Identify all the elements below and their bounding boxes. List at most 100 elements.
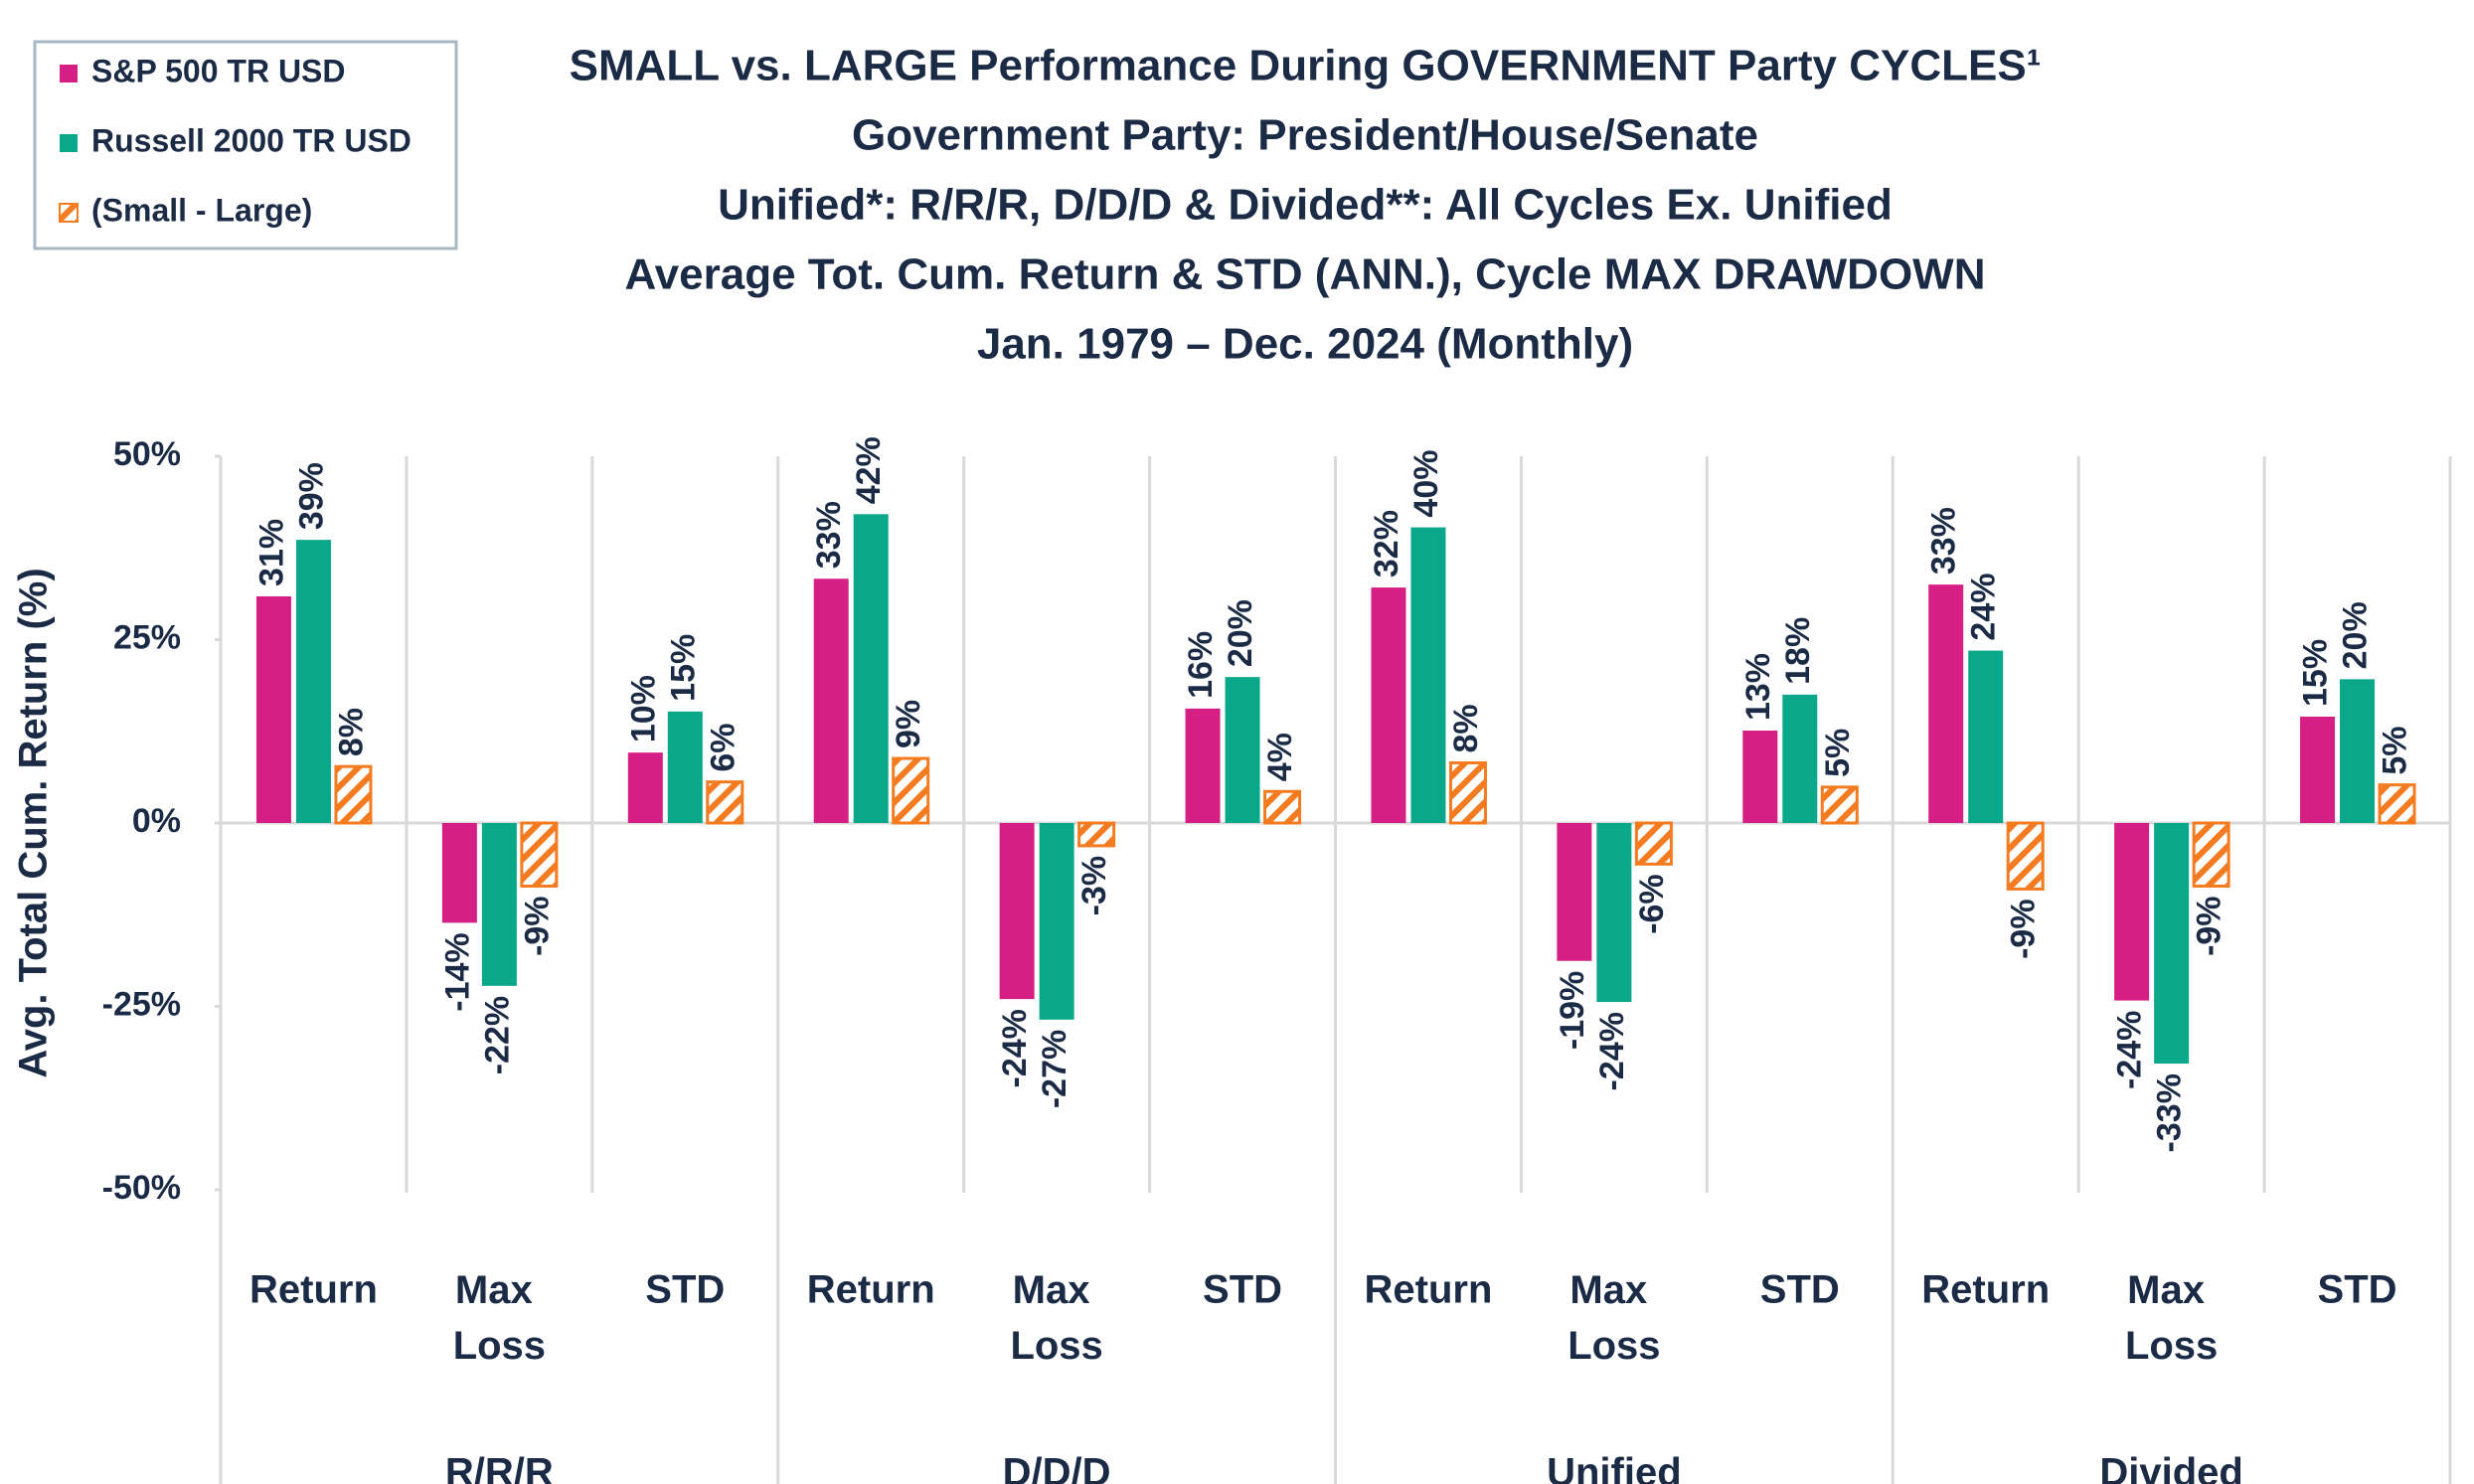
data-label: 15% [2297, 639, 2335, 707]
data-label: 6% [704, 724, 742, 772]
y-tick-label: -25% [102, 985, 181, 1023]
bar [2300, 716, 2336, 823]
data-label: -24% [996, 1009, 1034, 1087]
x-tick-label: Return [249, 1268, 378, 1312]
data-label: -9% [518, 896, 556, 955]
bar [1448, 760, 1487, 825]
y-tick-label: 25% [113, 618, 181, 656]
bar [1410, 527, 1446, 823]
data-label: -9% [2191, 896, 2228, 955]
data-label: 39% [292, 462, 330, 530]
x-tick-label: Max Loss [2125, 1268, 2218, 1368]
legend-label: Russell 2000 TR USD [91, 122, 412, 158]
bar [999, 823, 1035, 1000]
x-tick-label: STD [1760, 1268, 1840, 1312]
bar [1225, 677, 1260, 823]
x-tick-label: Max Loss [1010, 1268, 1102, 1368]
y-tick-label: 0% [132, 802, 181, 840]
data-label: 33% [1925, 507, 1963, 575]
bar [255, 595, 291, 823]
legend-swatch [59, 203, 79, 223]
data-label: 20% [1222, 599, 1259, 667]
bar [1782, 694, 1818, 823]
data-label: 4% [1261, 733, 1299, 781]
bar [1634, 821, 1673, 866]
data-label: 31% [252, 519, 290, 586]
bar [1263, 789, 1302, 825]
bar [853, 514, 889, 823]
data-label: -24% [2111, 1011, 2149, 1089]
data-label: 40% [1407, 450, 1445, 518]
x-tick-label: Return [807, 1268, 935, 1312]
data-label: 10% [624, 675, 662, 742]
y-tick-label: 50% [113, 435, 181, 473]
bar [627, 752, 663, 823]
group-label: R/R/R [445, 1451, 554, 1484]
data-label: 9% [890, 700, 927, 748]
data-label: 32% [1368, 510, 1405, 577]
x-tick-label: Max Loss [1567, 1268, 1660, 1368]
data-label: 33% [810, 501, 848, 569]
x-tick-label: STD [2318, 1268, 2397, 1312]
legend-swatch [60, 134, 78, 152]
bar [334, 764, 373, 825]
bar [1596, 823, 1632, 1003]
group-label: D/D/D [1003, 1451, 1111, 1484]
bar [2378, 783, 2416, 825]
legend-swatch [60, 65, 78, 82]
chart-title: Average Tot. Cum. Return & STD (ANN.), C… [625, 250, 1986, 299]
chart-title: Jan. 1979 – Dec. 2024 (Monthly) [977, 320, 1633, 369]
x-tick-label: Max Loss [453, 1268, 546, 1368]
data-label: -33% [2151, 1073, 2189, 1152]
data-label: -24% [1593, 1012, 1631, 1090]
data-label: -19% [1554, 971, 1591, 1050]
data-label: -14% [438, 932, 476, 1011]
bar [2006, 821, 2045, 891]
data-label: 24% [1965, 574, 2003, 641]
bar [1742, 731, 1778, 823]
bar [441, 823, 477, 923]
bar [1371, 587, 1406, 823]
data-label: 8% [332, 708, 370, 756]
bar [1185, 708, 1221, 823]
bar [1928, 584, 1964, 823]
data-label: -6% [1633, 874, 1671, 933]
bar [1077, 821, 1116, 848]
data-label: 8% [1447, 704, 1485, 752]
data-label: 42% [850, 436, 888, 504]
legend-label: S&P 500 TR USD [91, 53, 346, 88]
bar [2340, 679, 2376, 823]
bar [706, 780, 744, 825]
chart-title: Government Party: President/House/Senate [852, 111, 1758, 160]
legend-label: (Small - Large) [91, 192, 312, 228]
bar [1039, 823, 1074, 1020]
bar [2114, 823, 2150, 1001]
data-label: -22% [478, 996, 516, 1074]
legend-box [33, 40, 458, 250]
bar [813, 578, 849, 823]
bar [520, 821, 559, 888]
data-label: 18% [1779, 617, 1817, 685]
bar [481, 823, 517, 986]
bar [295, 540, 331, 823]
data-label: 13% [1739, 653, 1777, 721]
data-label: 15% [664, 634, 702, 702]
data-label: -27% [1036, 1030, 1073, 1108]
data-label: 5% [2377, 726, 2414, 774]
x-tick-label: STD [1203, 1268, 1282, 1312]
group-label: Divided [2099, 1451, 2242, 1484]
bar [1968, 650, 2004, 823]
group-label: Unified [1547, 1451, 1682, 1484]
x-tick-label: STD [645, 1268, 725, 1312]
data-label: 16% [1182, 631, 1220, 699]
chart-title: Unified*: R/R/R, D/D/D & Divided**: All … [718, 181, 1893, 230]
bar [667, 711, 703, 823]
bar [892, 756, 930, 825]
x-tick-label: Return [1365, 1268, 1493, 1312]
bar [2154, 823, 2190, 1065]
bar [2192, 821, 2230, 888]
data-label: 5% [1819, 729, 1857, 777]
data-label: -3% [1075, 856, 1113, 915]
